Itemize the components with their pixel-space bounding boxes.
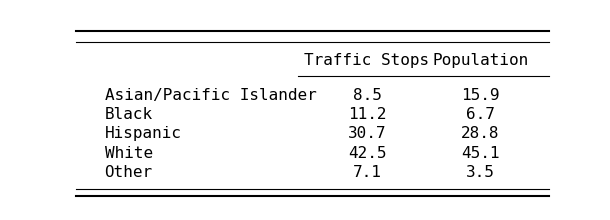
Text: 30.7: 30.7 [348,126,386,141]
Text: Traffic Stops: Traffic Stops [304,53,429,68]
Text: 11.2: 11.2 [348,107,386,122]
Text: Asian/Pacific Islander: Asian/Pacific Islander [105,88,317,103]
Text: Hispanic: Hispanic [105,126,182,141]
Text: Population: Population [432,53,529,68]
Text: 6.7: 6.7 [466,107,495,122]
Text: Black: Black [105,107,152,122]
Text: 3.5: 3.5 [466,165,495,180]
Text: 45.1: 45.1 [461,146,500,161]
Text: White: White [105,146,152,161]
Text: 42.5: 42.5 [348,146,386,161]
Text: 15.9: 15.9 [461,88,500,103]
Text: 28.8: 28.8 [461,126,500,141]
Text: 8.5: 8.5 [353,88,381,103]
Text: Other: Other [105,165,152,180]
Text: 7.1: 7.1 [353,165,381,180]
